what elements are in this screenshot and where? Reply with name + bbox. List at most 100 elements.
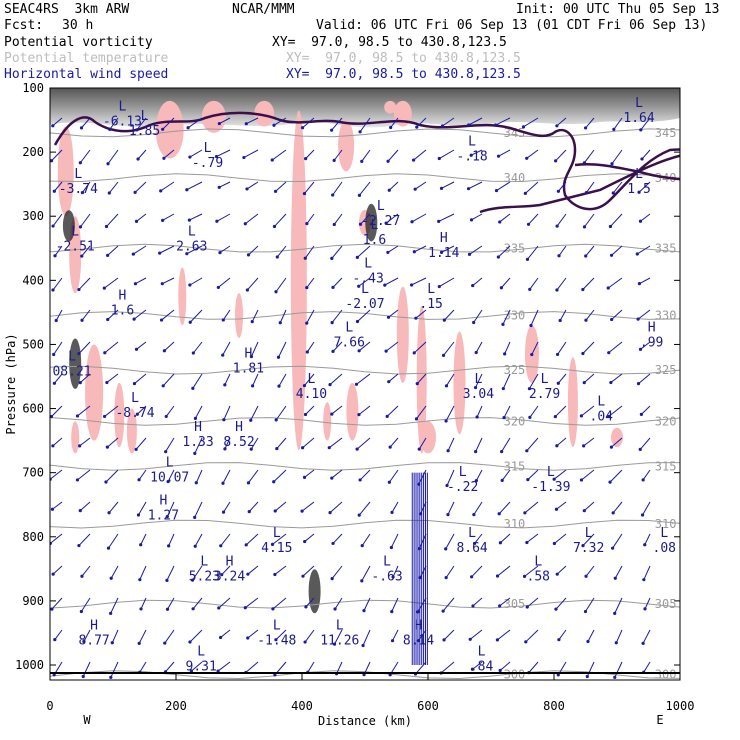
wind-vector [77,469,91,481]
extremum-value: 8.52 [223,435,254,450]
wind-vector-head [273,189,278,193]
wind-vector-head [358,222,363,226]
wind-vector-head [305,350,309,354]
wind-vector-head [331,349,335,354]
wind-vector-head [554,159,558,163]
wind-vector-head [75,414,80,418]
extremum-marker: L [197,644,205,659]
wind-vector [558,181,567,192]
wind-vector [388,469,399,483]
wind-vector-head [614,641,618,645]
wind-vector-head [638,347,643,351]
wind-vector [528,213,539,225]
wind-vector-head [415,125,419,129]
wind-vector [328,437,343,449]
wind-vector [583,373,595,383]
wind-vector [51,405,63,418]
wind-vector [445,405,455,422]
wind-vector-head [246,636,250,640]
wind-vector [273,117,287,126]
wind-vector [638,373,651,385]
extremum-marker: L [71,224,79,239]
wind-vector-head [80,254,84,258]
wind-vector-head [302,475,307,479]
wind-vector-head [360,579,364,583]
pv-plume [453,331,466,435]
wind-vector [223,501,231,513]
theta-contour-label: 315 [655,459,677,473]
wind-vector-head [524,640,528,644]
wind-vector [189,277,203,286]
wind-vector-head [417,447,421,451]
wind-vector [611,437,623,448]
wind-vector [582,341,595,354]
wind-vector-head [193,416,198,420]
wind-vector [553,469,567,480]
wind-vector [331,245,343,259]
extremum-marker: L [273,526,281,541]
wind-vector-head [501,386,505,391]
wind-vector-head [75,478,80,482]
wind-vector-head [494,188,499,193]
wind-vector-head [611,191,615,195]
wind-vector [162,373,175,387]
wind-vector [106,373,119,383]
wind-vector [278,341,287,358]
wind-vector [525,629,539,643]
wind-vector-head [440,124,445,128]
extremum-value: .58 [527,570,550,585]
wind-vector [306,309,315,324]
wind-vector-head [498,668,502,673]
wind-vector [416,117,427,128]
wind-vector-head [275,446,279,451]
wind-vector-head [193,515,197,519]
wind-vector [248,245,259,256]
wind-vector [644,597,651,610]
pv-plume [323,402,332,441]
wind-vector [222,309,231,321]
pv-core [365,203,378,242]
wind-vector-head [51,288,55,292]
wind-vector [216,213,231,222]
wind-vector [245,533,259,546]
extremum-value: 4.10 [296,387,327,402]
theta-contour [50,311,680,320]
wind-vector-head [384,349,388,353]
wind-vector-head [471,283,475,288]
wind-vector [51,149,63,162]
wind-vector-head [78,225,83,229]
wind-vector-head [247,510,251,514]
wind-vector [192,373,203,389]
wind-vector-head [358,130,362,134]
extremum-value: -6.13 [103,114,142,129]
wind-vector [334,597,343,610]
extremum-marker: L [474,372,482,387]
wind-vector [224,437,231,450]
wind-vector [361,565,371,582]
extremum-marker: L [336,619,344,634]
extremum-marker: L [547,465,555,480]
wind-vector-head [133,190,137,194]
wind-vector [475,437,483,452]
wind-vector [445,533,455,550]
wind-vector-head [139,607,143,611]
extremum-value: 1.5 [627,182,650,197]
extremum-marker: L [119,99,127,114]
wind-vector [502,309,511,325]
wind-vector-head [165,514,169,519]
extremum-marker: L [585,526,593,541]
wind-vector [359,181,371,196]
wind-vector-head [641,641,645,645]
pv-plume [346,382,359,441]
wind-vector-head [410,283,414,287]
wind-vector-head [331,285,335,289]
wind-vector-head [608,224,613,229]
wind-vector [81,565,91,577]
wind-vector-head [159,189,163,193]
wind-vector [77,405,91,417]
wind-vector-head [52,352,56,357]
wind-vector [526,533,539,543]
y-tick-label: 300 [22,209,44,223]
wind-vector [186,245,203,255]
wind-vector-head [135,128,139,132]
